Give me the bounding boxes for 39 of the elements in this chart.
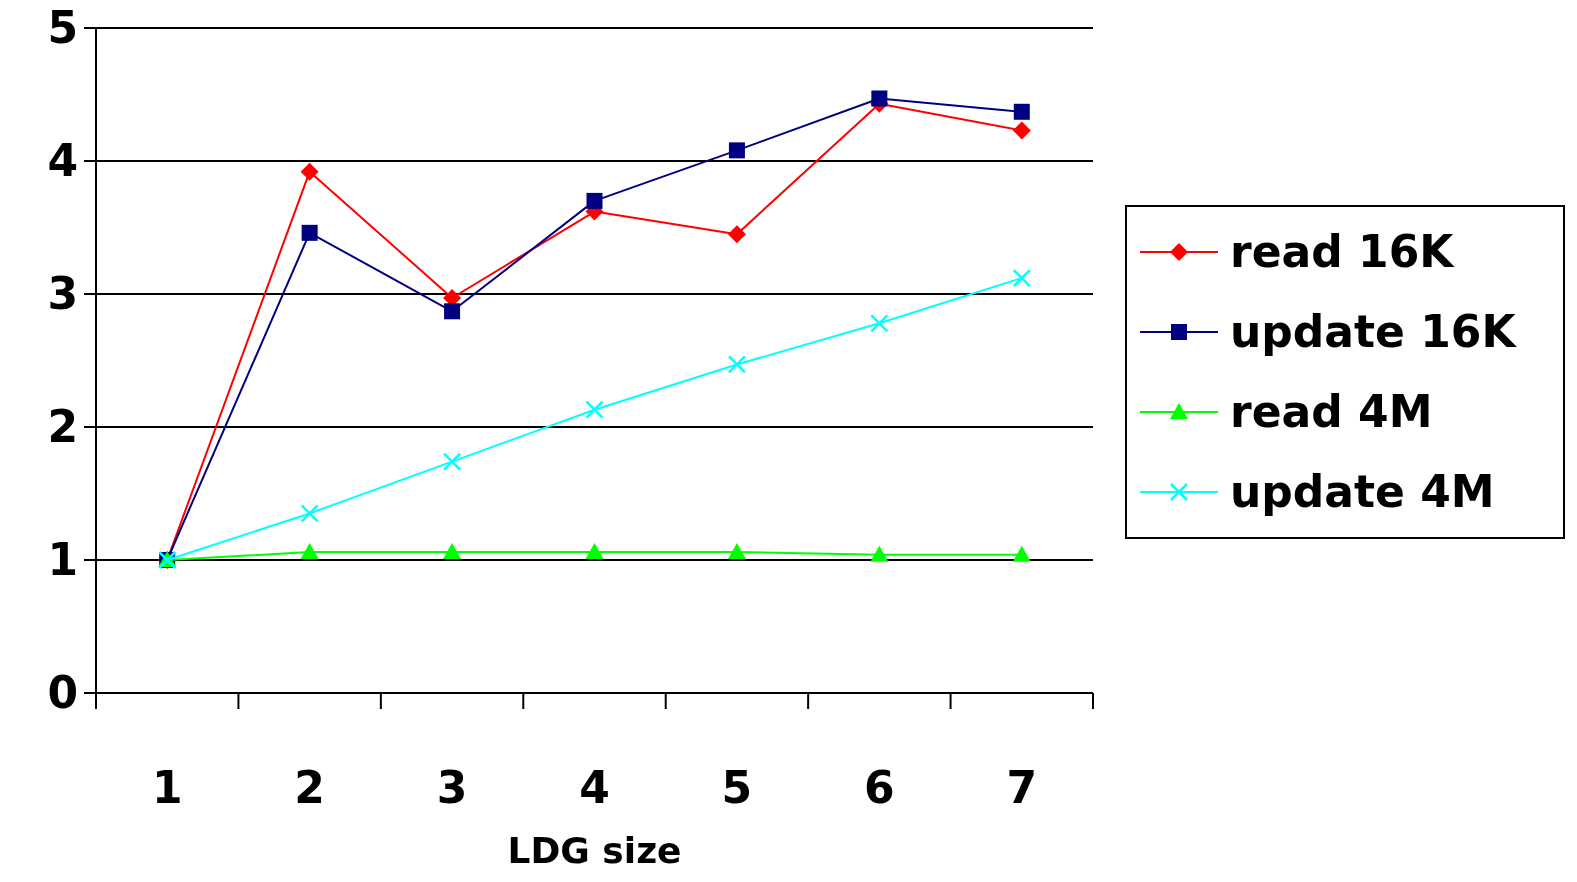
point: [871, 90, 888, 107]
y-tick-label: 4: [47, 135, 78, 187]
x-axis-title: LDG size: [507, 830, 682, 871]
point: [1012, 121, 1031, 140]
legend-label: read 4M: [1230, 386, 1433, 438]
x-tick-label: 2: [294, 762, 325, 813]
point: [870, 314, 889, 333]
y-tick-label: 2: [47, 401, 78, 453]
point: [300, 504, 319, 523]
point: [727, 543, 746, 560]
x-tick-label: 6: [864, 762, 895, 813]
point: [728, 142, 745, 159]
point: [443, 543, 462, 560]
point: [300, 162, 319, 181]
x-tick-label: 4: [579, 762, 610, 813]
y-tick-label: 5: [47, 2, 78, 54]
point: [300, 543, 319, 560]
x-tick-label: 1: [151, 762, 183, 813]
legend-label: read 16K: [1230, 226, 1456, 278]
y-tick-label: 0: [47, 667, 78, 719]
point: [444, 303, 461, 320]
point: [301, 224, 318, 241]
legend-label: update 16K: [1230, 306, 1518, 358]
point: [442, 452, 462, 471]
point: [1012, 268, 1032, 288]
point: [1012, 545, 1031, 562]
y-tick-label: 1: [47, 534, 78, 586]
x-tick-label: 3: [436, 762, 468, 813]
legend-label: update 4M: [1230, 466, 1495, 518]
point: [727, 225, 746, 244]
y-tick-label: 3: [47, 268, 78, 320]
x-tick-label: 5: [721, 762, 753, 813]
point: [1013, 103, 1030, 120]
x-tick-label: 7: [1006, 762, 1038, 813]
point: [586, 192, 603, 209]
point: [727, 355, 747, 374]
point: [870, 545, 889, 562]
point: [585, 400, 604, 419]
point: [585, 543, 604, 560]
